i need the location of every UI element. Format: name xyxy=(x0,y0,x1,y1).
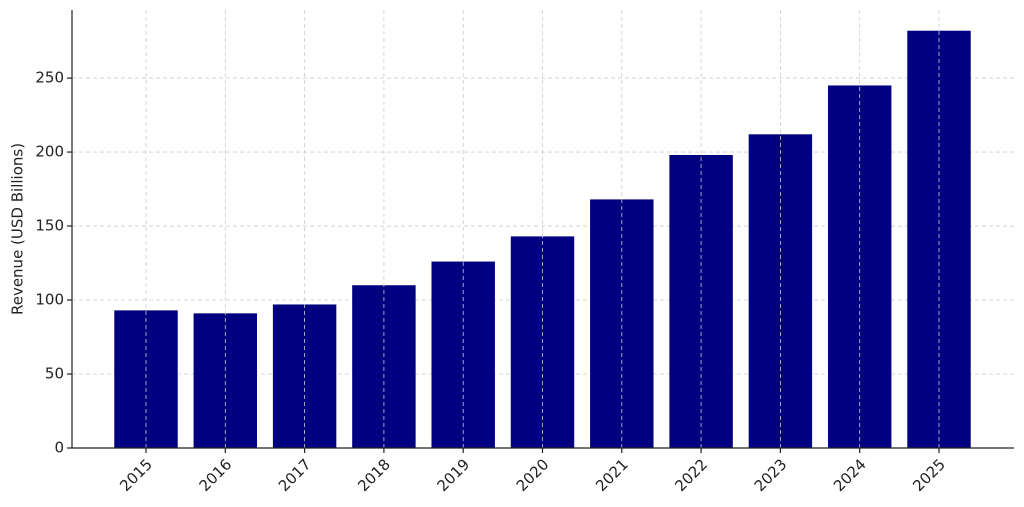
y-tick-label: 50 xyxy=(45,365,64,383)
bar xyxy=(907,30,971,448)
x-tick-label: 2019 xyxy=(433,455,473,495)
bar xyxy=(590,199,654,448)
x-tick-label: 2016 xyxy=(196,455,236,495)
y-axis-label: Revenue (USD Billions) xyxy=(9,143,27,315)
x-tick-label: 2015 xyxy=(116,455,156,495)
x-tick-label: 2020 xyxy=(513,455,553,495)
x-tick-label: 2018 xyxy=(354,455,394,495)
bar xyxy=(669,155,733,448)
x-tick-label: 2023 xyxy=(751,455,791,495)
x-tick-label: 2017 xyxy=(275,455,315,495)
x-tick-label: 2025 xyxy=(909,455,949,495)
y-tick-label: 200 xyxy=(35,143,64,161)
x-tick-label: 2022 xyxy=(671,455,711,495)
bar xyxy=(114,310,178,448)
y-tick-label: 0 xyxy=(54,439,64,457)
y-tick-label: 250 xyxy=(35,69,64,87)
y-tick-label: 100 xyxy=(35,291,64,309)
y-tick-label: 150 xyxy=(35,217,64,235)
x-tick-label: 2024 xyxy=(830,455,870,495)
x-tick-label: 2021 xyxy=(592,455,632,495)
